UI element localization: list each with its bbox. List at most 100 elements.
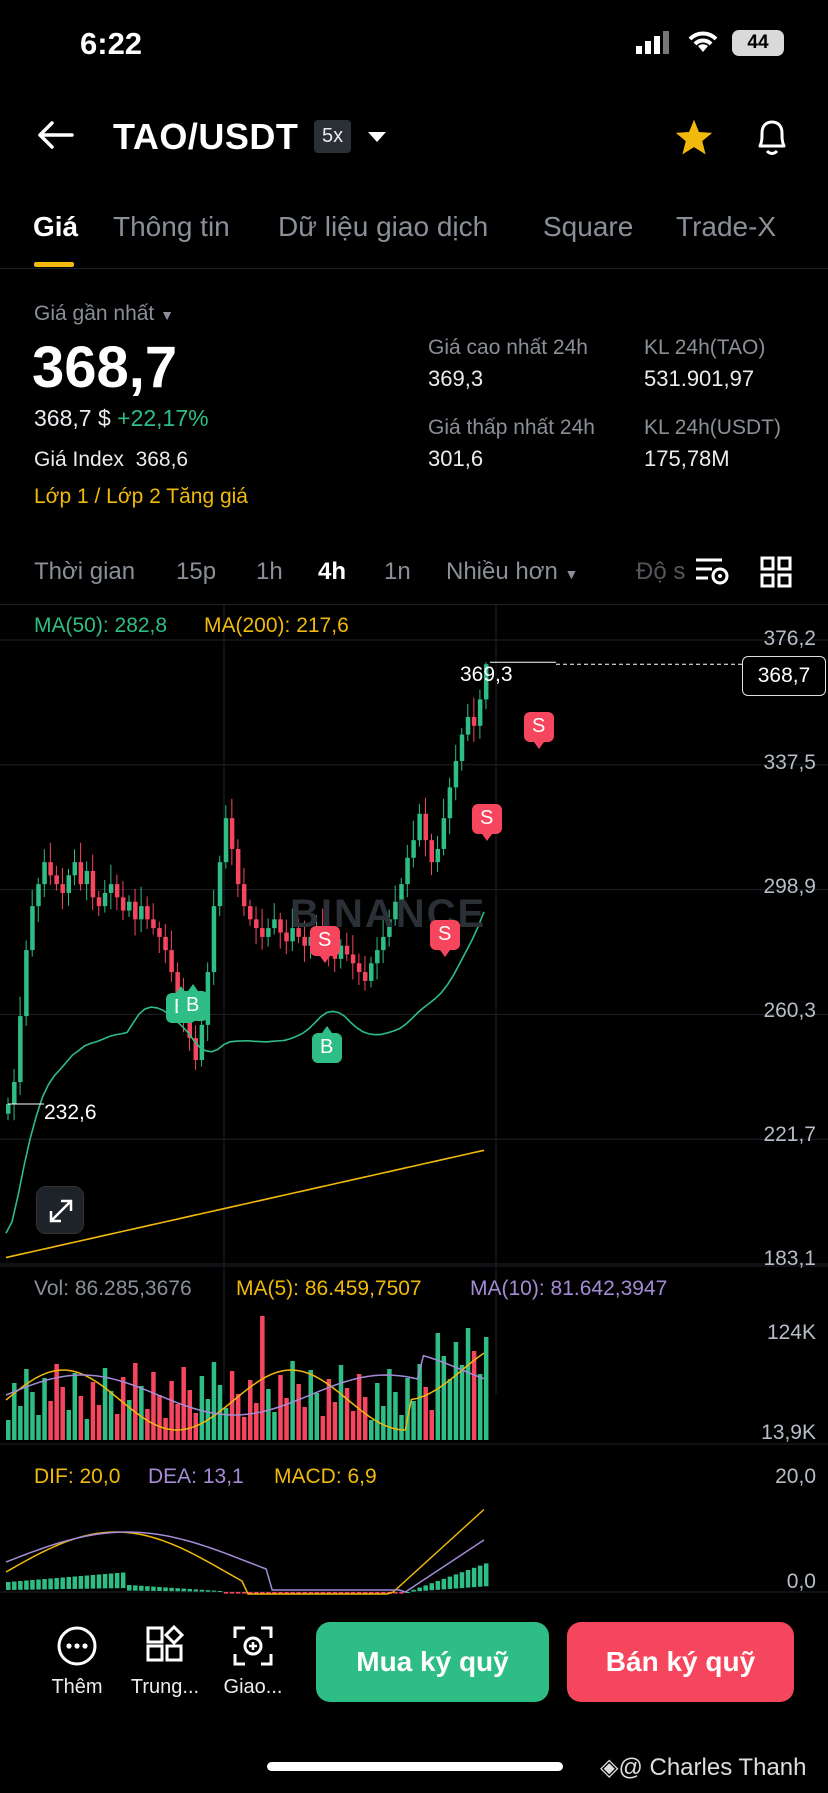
low-marker-label: 232,6	[44, 1101, 97, 1124]
volume-bar	[133, 1363, 138, 1440]
volume-bar	[254, 1403, 259, 1440]
candle-body	[453, 760, 459, 788]
macd-histogram-bar	[72, 1576, 78, 1589]
sell-margin-button[interactable]: Bán ký quỹ	[567, 1622, 794, 1702]
macd-histogram-bar	[127, 1585, 132, 1591]
status-time: 6:22	[80, 26, 143, 61]
high-24h-label: Giá cao nhất 24h	[428, 336, 588, 359]
indicator-settings-icon[interactable]	[690, 556, 734, 591]
macd-histogram-bar	[477, 1565, 483, 1587]
volume-bar	[314, 1393, 320, 1440]
macd-histogram-bar	[157, 1587, 162, 1591]
volume-bar	[290, 1361, 295, 1440]
nav-center[interactable]: Trung...	[120, 1624, 210, 1699]
macd-histogram-bar	[78, 1576, 84, 1589]
low-24h-label: Giá thấp nhất 24h	[428, 416, 595, 439]
volume-bar	[435, 1333, 441, 1440]
timeframe-1n[interactable]: 1n	[384, 558, 411, 585]
sell-signal-marker: S	[430, 920, 460, 963]
volume-bar	[241, 1417, 247, 1440]
volume-bar	[6, 1420, 11, 1440]
volume-bar	[405, 1378, 410, 1440]
candle-body	[296, 928, 301, 937]
macd-histogram-bar	[169, 1587, 174, 1592]
macd-histogram-bar	[375, 1592, 380, 1594]
macd-histogram-bar	[356, 1592, 362, 1594]
last-price-label[interactable]: Giá gần nhất ▼	[34, 302, 174, 326]
pair-title[interactable]: TAO/USDT	[113, 116, 299, 157]
macd-histogram-bar	[18, 1581, 23, 1590]
tab-info[interactable]: Thông tin	[113, 211, 230, 242]
star-icon[interactable]	[674, 118, 714, 161]
volume-bar	[139, 1386, 144, 1440]
layer-tag-link[interactable]: Lớp 1 / Lớp 2	[34, 485, 161, 508]
macd-histogram-bar	[453, 1574, 459, 1589]
macd-histogram-bar	[181, 1588, 186, 1592]
macd-histogram-bar	[54, 1578, 59, 1590]
macd-histogram-bar	[429, 1583, 434, 1591]
macd-histogram-bar	[187, 1589, 192, 1592]
tab-trade-x[interactable]: Trade-X	[676, 211, 777, 242]
tab-price[interactable]: Giá	[33, 211, 79, 242]
y-tick-6: 183,1	[763, 1247, 816, 1270]
volume-bar	[441, 1356, 447, 1440]
volume-bar	[417, 1364, 422, 1440]
macd-histogram-bar	[411, 1589, 416, 1592]
candle-body	[108, 884, 114, 893]
volume-bar	[48, 1401, 53, 1440]
vol-ma10-legend: MA(10): 81.642,3947	[470, 1277, 668, 1300]
timeframe-time[interactable]: Thời gian	[34, 558, 136, 585]
nav-more[interactable]: Thêm	[32, 1624, 122, 1699]
macd-histogram-bar	[114, 1573, 120, 1589]
volume-bar	[78, 1396, 84, 1440]
candle-body	[387, 919, 392, 937]
expand-chart-icon[interactable]	[36, 1186, 84, 1234]
nav-center-label: Trung...	[130, 1676, 200, 1698]
macd-histogram-bar	[381, 1592, 386, 1594]
gainer-tag-link[interactable]: Tăng giá	[166, 485, 248, 508]
tab-square[interactable]: Square	[543, 211, 634, 242]
volume-bar	[381, 1406, 386, 1440]
macd-histogram-bar	[235, 1592, 241, 1594]
candle-body	[260, 928, 265, 937]
macd-histogram-bar	[139, 1585, 144, 1591]
candle-body	[151, 919, 156, 929]
index-label: Giá Index	[34, 448, 124, 471]
chevron-down-icon[interactable]	[366, 130, 388, 149]
timeframe-4h[interactable]: 4h	[318, 558, 347, 585]
macd-histogram-bar	[248, 1592, 253, 1594]
timeframe-15p[interactable]: 15p	[176, 558, 217, 585]
candlestick-chart[interactable]	[0, 604, 828, 1604]
sell-signal-marker: S	[472, 804, 502, 847]
buy-margin-button[interactable]: Mua ký quỹ	[316, 1622, 549, 1702]
volume-bar	[248, 1380, 253, 1440]
back-arrow-icon[interactable]	[36, 120, 74, 155]
macd-histogram-bar	[133, 1585, 138, 1591]
macd-histogram-bar	[254, 1592, 259, 1594]
macd-value-legend: MACD: 6,9	[274, 1465, 377, 1488]
timeframe-more[interactable]: Nhiều hơn ▼	[446, 558, 578, 586]
grid-layout-icon[interactable]	[760, 556, 792, 593]
macd-histogram-bar	[326, 1592, 332, 1594]
candle-body	[235, 848, 241, 885]
timeframe-1h[interactable]: 1h	[256, 558, 283, 585]
bell-icon[interactable]	[752, 116, 792, 163]
volume-bar	[471, 1351, 477, 1440]
battery-icon: 44	[732, 30, 784, 56]
active-tab-indicator	[34, 262, 74, 267]
nav-trade[interactable]: Giao...	[208, 1624, 298, 1699]
macd-histogram-bar	[483, 1563, 489, 1587]
volume-bar	[362, 1397, 368, 1440]
tab-trading-data[interactable]: Dữ liệu giao dịch	[278, 211, 489, 242]
timeframe-divider	[0, 604, 828, 605]
candle-body	[90, 870, 96, 898]
macd-histogram-bar	[120, 1572, 126, 1589]
macd-histogram-bar	[278, 1592, 283, 1594]
macd-histogram-bar	[423, 1585, 428, 1591]
volume-bar	[284, 1398, 289, 1440]
y-tick-3: 298,9	[763, 875, 816, 898]
macd-histogram-bar	[350, 1592, 356, 1594]
volume-bar	[229, 1371, 235, 1440]
timeframe-depth[interactable]: Độ s	[636, 558, 686, 585]
volume-bar	[102, 1368, 108, 1440]
